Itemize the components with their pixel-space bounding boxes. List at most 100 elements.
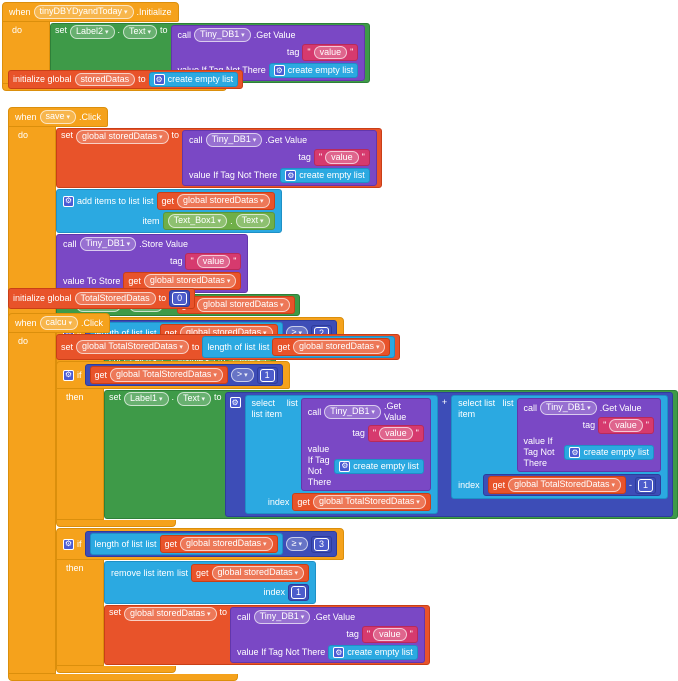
- set-global-total-block[interactable]: set global TotalStoredDatas to length of…: [56, 334, 401, 360]
- create-empty-list-block[interactable]: ⚙ create empty list: [334, 458, 424, 474]
- get-global-storeddatas-block[interactable]: get global storedDatas: [156, 192, 275, 210]
- addition-block[interactable]: ⚙ select list item list call Tiny_DB1: [224, 392, 673, 517]
- tinydb-dropdown[interactable]: Tiny_DB1: [324, 405, 381, 419]
- var-name-storeddatas[interactable]: storedDatas: [74, 73, 136, 86]
- call-tinydb-storevalue-block[interactable]: call Tiny_DB1 .Store Value tag " value "…: [56, 234, 249, 293]
- gstored-dropdown[interactable]: global storedDatas: [292, 340, 386, 354]
- operator-dropdown[interactable]: >: [230, 368, 254, 382]
- if-block[interactable]: ⚙ if get global TotalStoredDatas > 1 the…: [56, 361, 678, 527]
- set-global-storeddatas-block[interactable]: set global storedDatas to call Tiny_DB1 …: [104, 605, 430, 665]
- get-global-total-block[interactable]: get global TotalStoredDatas: [487, 476, 626, 494]
- number-block[interactable]: 3: [310, 535, 332, 553]
- remove-list-item-block[interactable]: remove list item list get global storedD…: [104, 561, 317, 604]
- text-string-block[interactable]: " value ": [361, 626, 418, 643]
- gtotal-dropdown[interactable]: global TotalStoredDatas: [312, 495, 426, 509]
- gstored-dropdown[interactable]: global storedDatas: [197, 298, 290, 312]
- when-calcu-click-block[interactable]: when calcu .Click do set global TotalSto…: [8, 313, 678, 681]
- text-string-block[interactable]: " value ": [313, 149, 370, 166]
- call-tinydb-getvalue-block[interactable]: call Tiny_DB1 .Get Value tag " value: [516, 398, 661, 472]
- get-global-storeddatas-block[interactable]: get global storedDatas: [176, 296, 295, 314]
- create-empty-list-block[interactable]: ⚙ create empty list: [280, 168, 370, 183]
- if-header[interactable]: ⚙ if get global TotalStoredDatas > 1: [56, 361, 290, 389]
- string-value[interactable]: value: [379, 427, 413, 440]
- call-tinydb-getvalue-block[interactable]: call Tiny_DB1 .Get Value tag " value " v…: [230, 607, 425, 663]
- string-value[interactable]: value: [373, 628, 407, 641]
- text-prop-dropdown[interactable]: Text: [235, 214, 270, 228]
- gstored-dropdown[interactable]: global storedDatas: [124, 607, 217, 621]
- number-block[interactable]: 0: [169, 290, 191, 307]
- call-tinydb-getvalue-block[interactable]: call Tiny_DB1 .Get Value tag " value " v…: [182, 130, 377, 186]
- set-global-storeddatas-block[interactable]: set global storedDatas to call Tiny_DB1 …: [56, 128, 382, 188]
- create-empty-list-block[interactable]: ⚙ create empty list: [564, 445, 654, 460]
- gstored-dropdown[interactable]: global storedDatas: [180, 537, 273, 551]
- tinydb-dropdown[interactable]: Tiny_DB1: [540, 401, 597, 415]
- length-of-list-block[interactable]: length of list list get global storedDat…: [202, 336, 396, 358]
- mutator-icon[interactable]: ⚙: [333, 647, 345, 658]
- mutator-icon[interactable]: ⚙: [63, 195, 74, 207]
- init-global-totalstoreddatas-block[interactable]: initialize global TotalStoredDatas to 0: [8, 288, 196, 309]
- textbox-text-getter-block[interactable]: Text_Box1 . Text: [162, 212, 275, 230]
- string-value[interactable]: value: [196, 255, 231, 268]
- gtotal-dropdown[interactable]: global TotalStoredDatas: [76, 340, 189, 354]
- get-global-storeddatas-block[interactable]: get global storedDatas: [191, 564, 310, 582]
- if-block[interactable]: ⚙ if length of list list get global stor…: [56, 528, 430, 673]
- create-empty-list-block[interactable]: ⚙ create empty list: [328, 645, 418, 660]
- mutator-icon[interactable]: ⚙: [569, 447, 581, 458]
- gtotal-dropdown[interactable]: global TotalStoredDatas: [508, 478, 621, 492]
- gstored-dropdown[interactable]: global storedDatas: [177, 194, 270, 208]
- get-global-storeddatas-block[interactable]: get global storedDatas: [272, 338, 391, 356]
- string-value[interactable]: value: [325, 151, 359, 164]
- calcu-component-dropdown[interactable]: calcu: [39, 316, 78, 330]
- create-empty-list-block[interactable]: ⚙ create empty list: [268, 63, 359, 78]
- get-global-storeddatas-block[interactable]: get global storedDatas: [123, 272, 242, 290]
- number-block[interactable]: 1: [256, 366, 278, 384]
- select-list-item-block[interactable]: select list item list call Tiny_DB1 .Get…: [451, 395, 668, 499]
- textbox-dropdown[interactable]: Text_Box1: [167, 214, 228, 228]
- gstored-dropdown[interactable]: global storedDatas: [76, 130, 169, 144]
- mutator-icon[interactable]: ⚙: [273, 65, 285, 76]
- number-block[interactable]: 1: [634, 476, 656, 494]
- tinydb-dropdown[interactable]: Tiny_DB1: [194, 28, 251, 42]
- save-component-dropdown[interactable]: save: [39, 110, 76, 124]
- create-empty-list-block[interactable]: ⚙ create empty list: [148, 72, 239, 87]
- label2-dropdown[interactable]: Label2: [70, 25, 115, 39]
- mutator-icon[interactable]: ⚙: [63, 369, 74, 381]
- get-global-storeddatas-block[interactable]: get global storedDatas: [159, 535, 278, 553]
- text-string-block[interactable]: " value ": [302, 44, 359, 61]
- get-global-total-block[interactable]: get global TotalStoredDatas: [292, 493, 431, 511]
- call-tinydb-getvalue-block[interactable]: call Tiny_DB1 .Get Value tag " value: [300, 398, 431, 491]
- mutator-icon[interactable]: ⚙: [229, 397, 241, 408]
- comparison-block[interactable]: get global TotalStoredDatas > 1: [84, 364, 283, 386]
- screen-component-dropdown[interactable]: tinyDBYDyandToday: [33, 5, 134, 19]
- mutator-icon[interactable]: ⚙: [285, 170, 297, 181]
- add-items-to-list-block[interactable]: ⚙ add items to list list get global stor…: [56, 189, 282, 233]
- gtotal-dropdown[interactable]: global TotalStoredDatas: [110, 368, 223, 382]
- var-name-totalstoreddatas[interactable]: TotalStoredDatas: [74, 292, 156, 305]
- event-header[interactable]: when calcu .Click: [8, 313, 110, 333]
- tinydb-dropdown[interactable]: Tiny_DB1: [253, 610, 311, 624]
- get-global-total-block[interactable]: get global TotalStoredDatas: [89, 366, 228, 384]
- tinydb-dropdown[interactable]: Tiny_DB1: [205, 133, 263, 147]
- label1-dropdown[interactable]: Label1: [124, 392, 169, 406]
- tinydb-dropdown[interactable]: Tiny_DB1: [79, 237, 137, 251]
- mutator-icon[interactable]: ⚙: [153, 74, 165, 85]
- if-header[interactable]: ⚙ if length of list list get global stor…: [56, 528, 344, 560]
- mutator-icon[interactable]: ⚙: [339, 460, 351, 472]
- length-of-list-block[interactable]: length of list list get global storedDat…: [89, 533, 283, 555]
- subtraction-block[interactable]: get global TotalStoredDatas - 1: [482, 474, 661, 496]
- text-string-block[interactable]: " value ": [185, 253, 242, 270]
- event-header[interactable]: when save .Click: [8, 107, 108, 127]
- string-value[interactable]: value: [609, 419, 643, 432]
- set-label1-text-block[interactable]: set Label1 . Text to ⚙ select list item: [104, 390, 678, 519]
- number-block[interactable]: 1: [288, 584, 310, 601]
- event-header[interactable]: when tinyDBYDyandToday .Initialize: [2, 2, 179, 22]
- gstored-dropdown[interactable]: global storedDatas: [143, 274, 237, 288]
- comparison-block[interactable]: length of list list get global storedDat…: [84, 531, 337, 557]
- text-prop-dropdown[interactable]: Text: [123, 25, 158, 39]
- operator-dropdown[interactable]: ≥: [285, 537, 308, 551]
- mutator-icon[interactable]: ⚙: [63, 538, 74, 550]
- init-global-storeddatas-block[interactable]: initialize global storedDatas to ⚙ creat…: [8, 70, 244, 89]
- gstored-dropdown[interactable]: global storedDatas: [211, 566, 305, 580]
- text-prop-dropdown[interactable]: Text: [177, 392, 212, 406]
- text-string-block[interactable]: " value ": [367, 425, 424, 442]
